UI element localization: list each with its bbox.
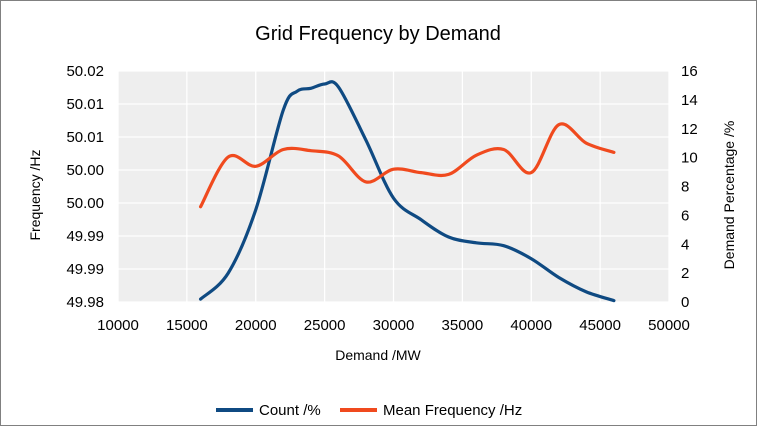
- right-tick-label: 16: [681, 63, 698, 80]
- tick-labels: 10000 15000 20000 25000 30000 35000 40000 45000…: [66, 63, 697, 334]
- legend-label-mean-frequency: Mean Frequency /Hz: [383, 402, 522, 419]
- right-tick-label: 10: [681, 150, 698, 167]
- x-tick-label: 10000: [97, 317, 139, 334]
- right-tick-label: 4: [681, 236, 689, 253]
- left-tick-label: 50.01: [66, 129, 104, 146]
- series-line-mean-frequency: [199, 122, 616, 209]
- right-tick-label: 12: [681, 121, 698, 138]
- left-tick-label: 50.02: [66, 63, 104, 80]
- right-tick-label: 2: [681, 265, 689, 282]
- left-tick-label: 49.99: [66, 261, 104, 278]
- right-tick-label: 6: [681, 207, 689, 224]
- left-tick-label: 50.00: [66, 162, 104, 179]
- right-tick-label: 14: [681, 92, 698, 109]
- x-tick-label: 35000: [442, 317, 484, 334]
- x-tick-label: 25000: [304, 317, 346, 334]
- x-tick-label: 40000: [510, 317, 552, 334]
- series-line-count: [199, 80, 616, 303]
- right-tick-label: 0: [681, 294, 689, 311]
- left-tick-label: 50.00: [66, 195, 104, 212]
- x-tick-label: 20000: [235, 317, 277, 334]
- legend-label-count: Count /%: [259, 402, 321, 419]
- legend: Count /% Mean Frequency /Hz: [216, 402, 522, 419]
- right-axis-title: Demand Percentage /%: [721, 121, 737, 270]
- series-lines: [199, 80, 616, 303]
- left-tick-label: 49.99: [66, 228, 104, 245]
- gridlines: [117, 70, 670, 303]
- x-tick-label: 50000: [648, 317, 690, 334]
- x-axis-title: Demand /MW: [335, 347, 421, 363]
- left-tick-label: 50.01: [66, 96, 104, 113]
- right-tick-label: 8: [681, 179, 689, 196]
- x-tick-label: 45000: [579, 317, 621, 334]
- left-tick-label: 49.98: [66, 294, 104, 311]
- chart-title: Grid Frequency by Demand: [255, 23, 501, 45]
- x-tick-label: 30000: [373, 317, 415, 334]
- x-tick-label: 15000: [166, 317, 208, 334]
- left-axis-title: Frequency /Hz: [27, 149, 43, 240]
